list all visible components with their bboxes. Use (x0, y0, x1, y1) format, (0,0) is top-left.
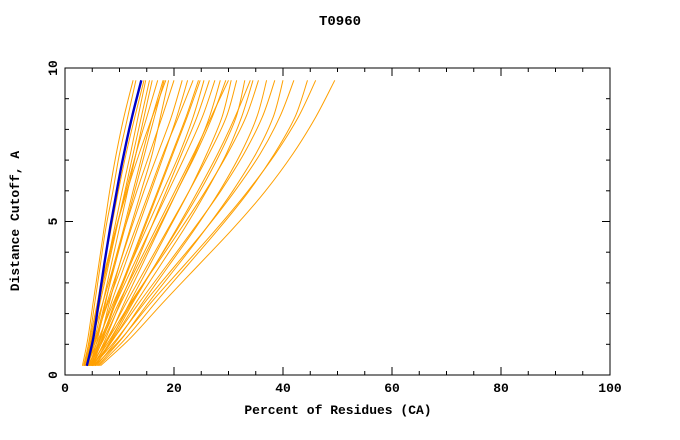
x-tick-label: 100 (598, 381, 622, 396)
y-tick-label: 0 (46, 371, 61, 379)
curve-model-28 (98, 80, 308, 367)
curve-model-23 (89, 80, 259, 367)
y-tick-label: 5 (46, 217, 61, 225)
curve-model-4 (87, 80, 153, 366)
x-tick-label: 20 (166, 381, 182, 396)
curve-model-31 (81, 80, 134, 366)
curve-model-10 (86, 80, 183, 366)
curve-model-16 (87, 80, 216, 367)
y-tick-label: 10 (46, 60, 61, 76)
x-tick-label: 0 (61, 381, 69, 396)
curve-model-27 (92, 80, 295, 367)
curve-model-30 (100, 80, 336, 367)
curve-model-29 (94, 80, 317, 367)
curve-model-35 (95, 80, 251, 367)
curve-model-33 (86, 80, 165, 366)
curve-model-18 (89, 80, 227, 367)
y-axis-label: Distance Cutoff, A (8, 150, 23, 292)
x-tick-label: 80 (493, 381, 509, 396)
curve-model-1 (83, 80, 137, 366)
x-tick-label: 60 (384, 381, 400, 396)
curve-model-7 (83, 80, 167, 366)
curve-model-22 (94, 80, 254, 367)
plot-title: T0960 (318, 14, 361, 30)
curve-model-25 (91, 80, 276, 367)
curve-model-14 (86, 80, 205, 366)
curve-model-36 (87, 80, 229, 367)
curve-model-20 (90, 80, 238, 367)
x-axis-label: Percent of Residues (CA) (244, 403, 432, 418)
curve-highlighted-model (85, 80, 143, 367)
curve-model-21 (91, 80, 246, 367)
x-tick-label: 40 (275, 381, 291, 396)
